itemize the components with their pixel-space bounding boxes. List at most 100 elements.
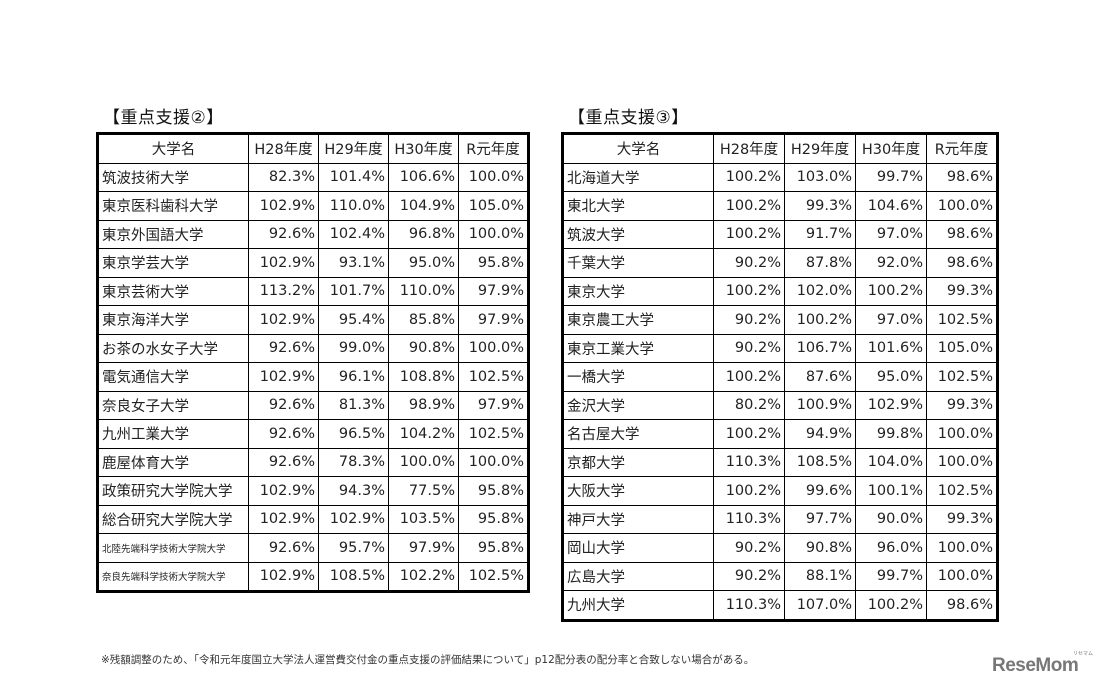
column-header-year: R元年度 [926,133,998,164]
university-name-cell: 北陸先端科学技術大学院大学 [97,533,249,563]
allocation-rate-cell: 78.3% [318,447,389,477]
allocation-rate-cell: 96.1% [318,362,389,392]
allocation-rate-cell: 113.2% [248,276,319,306]
allocation-rate-cell: 95.8% [458,248,529,278]
allocation-rate-cell: 98.6% [926,590,998,621]
allocation-rate-cell: 102.9% [248,305,319,335]
allocation-rate-cell: 101.7% [318,276,389,306]
allocation-rate-cell: 102.2% [388,561,459,592]
university-name-cell: 政策研究大学院大学 [97,476,249,506]
table-row: 東京外国語大学 92.6% 102.4% 96.8% 100.0% [97,219,529,249]
allocation-rate-cell: 102.5% [926,305,998,335]
allocation-rate-cell: 99.8% [855,419,927,449]
allocation-rate-cell: 108.5% [318,561,389,592]
allocation-rate-cell: 102.9% [248,191,319,221]
allocation-rate-cell: 100.2% [713,191,785,221]
table-row: 大阪大学 100.2% 99.6% 100.1% 102.5% [562,476,998,506]
allocation-rate-cell: 110.3% [713,447,785,477]
allocation-rate-cell: 108.5% [784,447,856,477]
table-row: 筑波大学 100.2% 91.7% 97.0% 98.6% [562,219,998,249]
university-name-cell: 筑波大学 [562,219,714,249]
allocation-rate-cell: 104.0% [855,447,927,477]
allocation-rate-cell: 110.0% [318,191,389,221]
allocation-rate-cell: 95.4% [318,305,389,335]
resemom-logo: ReseMom [992,655,1079,676]
allocation-rate-cell: 97.0% [855,219,927,249]
table-row: 東京農工大学 90.2% 100.2% 97.0% 102.5% [562,305,998,335]
university-name-cell: 鹿屋体育大学 [97,447,249,477]
allocation-rate-cell: 88.1% [784,561,856,591]
allocation-rate-cell: 92.6% [248,447,319,477]
university-name-cell: お茶の水女子大学 [97,333,249,363]
table-row: 電気通信大学 102.9% 96.1% 108.8% 102.5% [97,362,529,392]
university-name-cell: 電気通信大学 [97,362,249,392]
allocation-rate-cell: 100.2% [713,276,785,306]
university-name-cell: 九州工業大学 [97,419,249,449]
allocation-rate-cell: 80.2% [713,390,785,420]
allocation-rate-cell: 99.7% [855,561,927,591]
footnote: ※残額調整のため、「令和元年度国立大学法人運営費交付金の重点支援の評価結果につい… [101,654,755,666]
allocation-rate-cell: 100.2% [713,219,785,249]
university-name-cell: 奈良女子大学 [97,390,249,420]
column-header-year: H29年度 [784,133,856,164]
table-row: 一橋大学 100.2% 87.6% 95.0% 102.5% [562,362,998,392]
table-row: 名古屋大学 100.2% 94.9% 99.8% 100.0% [562,419,998,449]
allocation-rate-cell: 110.3% [713,590,785,621]
table-row: 総合研究大学院大学 102.9% 102.9% 103.5% 95.8% [97,504,529,534]
allocation-rate-cell: 100.1% [855,476,927,506]
university-name-cell: 東北大学 [562,191,714,221]
allocation-rate-cell: 90.2% [713,248,785,278]
allocation-rate-cell: 97.9% [388,533,459,563]
allocation-rate-cell: 90.2% [713,333,785,363]
allocation-rate-cell: 92.6% [248,219,319,249]
allocation-rate-cell: 87.8% [784,248,856,278]
table-header-row: 大学名 H28年度 H29年度 H30年度 R元年度 [562,133,998,164]
allocation-rate-cell: 100.0% [926,561,998,591]
allocation-rate-cell: 90.2% [713,561,785,591]
allocation-rate-cell: 95.8% [458,476,529,506]
allocation-rate-cell: 100.2% [855,276,927,306]
allocation-rate-cell: 102.0% [784,276,856,306]
column-header-year: R元年度 [458,133,529,164]
allocation-rate-cell: 100.2% [855,590,927,621]
university-name-cell: 奈良先端科学技術大学院大学 [97,561,249,592]
table-row: 京都大学 110.3% 108.5% 104.0% 100.0% [562,447,998,477]
resemom-logo-ruby: リセマム [1073,651,1094,657]
table-row: 北海道大学 100.2% 103.0% 99.7% 98.6% [562,162,998,192]
table-row: 奈良女子大学 92.6% 81.3% 98.9% 97.9% [97,390,529,420]
university-name-cell: 大阪大学 [562,476,714,506]
allocation-rate-cell: 87.6% [784,362,856,392]
allocation-rate-cell: 100.9% [784,390,856,420]
university-name-cell: 神戸大学 [562,504,714,534]
university-name-cell: 東京工業大学 [562,333,714,363]
table-row: 東京芸術大学 113.2% 101.7% 110.0% 97.9% [97,276,529,306]
table-row: 九州工業大学 92.6% 96.5% 104.2% 102.5% [97,419,529,449]
allocation-rate-cell: 102.9% [248,476,319,506]
table-header-row: 大学名 H28年度 H29年度 H30年度 R元年度 [97,133,529,164]
university-name-cell: 名古屋大学 [562,419,714,449]
allocation-rate-cell: 99.3% [926,276,998,306]
university-name-cell: 広島大学 [562,561,714,591]
table-row: 北陸先端科学技術大学院大学 92.6% 95.7% 97.9% 95.8% [97,533,529,563]
allocation-rate-cell: 108.8% [388,362,459,392]
table-row: 東京医科歯科大学 102.9% 110.0% 104.9% 105.0% [97,191,529,221]
table-row: 奈良先端科学技術大学院大学 102.9% 108.5% 102.2% 102.5% [97,561,529,592]
allocation-rate-cell: 101.6% [855,333,927,363]
allocation-rate-cell: 100.0% [388,447,459,477]
allocation-rate-cell: 104.2% [388,419,459,449]
allocation-rate-cell: 95.8% [458,533,529,563]
allocation-rate-cell: 99.3% [926,390,998,420]
allocation-rate-cell: 95.0% [388,248,459,278]
allocation-rate-cell: 100.0% [926,447,998,477]
allocation-rate-cell: 82.3% [248,162,319,192]
allocation-rate-cell: 97.7% [784,504,856,534]
allocation-rate-cell: 97.9% [458,390,529,420]
allocation-rate-cell: 90.8% [784,533,856,563]
allocation-rate-cell: 102.9% [248,248,319,278]
allocation-rate-cell: 102.5% [458,561,529,592]
university-name-cell: 東京農工大学 [562,305,714,335]
allocation-rate-cell: 103.5% [388,504,459,534]
table-row: 千葉大学 90.2% 87.8% 92.0% 98.6% [562,248,998,278]
allocation-rate-cell: 97.0% [855,305,927,335]
column-header-university: 大学名 [562,133,714,164]
